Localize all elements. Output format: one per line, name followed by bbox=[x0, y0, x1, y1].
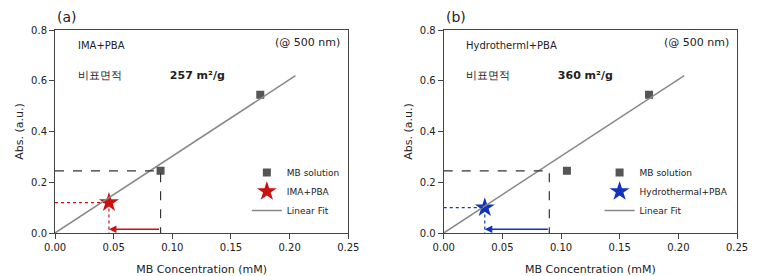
svg-text:0.15: 0.15 bbox=[609, 242, 631, 253]
svg-text:(a): (a) bbox=[57, 9, 77, 25]
svg-text:MB solution: MB solution bbox=[287, 168, 339, 178]
svg-text:(@ 500 nm): (@ 500 nm) bbox=[664, 36, 729, 49]
svg-text:0.2: 0.2 bbox=[420, 177, 436, 188]
svg-text:IMA+PBA: IMA+PBA bbox=[78, 40, 125, 51]
svg-text:0.00: 0.00 bbox=[44, 242, 66, 253]
svg-text:비표면적: 비표면적 bbox=[78, 69, 122, 82]
svg-text:0.0: 0.0 bbox=[420, 228, 436, 239]
svg-text:0.25: 0.25 bbox=[726, 242, 748, 253]
svg-text:Abs. (a.u.): Abs. (a.u.) bbox=[13, 103, 26, 160]
svg-text:0.4: 0.4 bbox=[420, 126, 436, 137]
svg-text:Hydrothermal+PBA: Hydrothermal+PBA bbox=[640, 187, 728, 197]
svg-text:0.20: 0.20 bbox=[278, 242, 300, 253]
svg-text:0.10: 0.10 bbox=[161, 242, 183, 253]
svg-text:Hydrotherml+PBA: Hydrotherml+PBA bbox=[466, 40, 557, 51]
svg-text:Abs. (a.u.): Abs. (a.u.) bbox=[402, 103, 415, 160]
svg-text:0.6: 0.6 bbox=[420, 75, 436, 86]
svg-text:0.10: 0.10 bbox=[550, 242, 572, 253]
svg-text:MB solution: MB solution bbox=[640, 168, 692, 178]
svg-text:IMA+PBA: IMA+PBA bbox=[287, 187, 330, 197]
svg-text:0.20: 0.20 bbox=[667, 242, 689, 253]
svg-text:MB Concentration (mM): MB Concentration (mM) bbox=[136, 263, 267, 276]
svg-text:0.4: 0.4 bbox=[31, 126, 47, 137]
svg-text:0.25: 0.25 bbox=[337, 242, 359, 253]
svg-text:0.8: 0.8 bbox=[31, 25, 47, 36]
svg-text:0.8: 0.8 bbox=[420, 25, 436, 36]
svg-text:Linear Fit: Linear Fit bbox=[287, 206, 329, 216]
svg-text:0.0: 0.0 bbox=[31, 228, 47, 239]
svg-text:360 m²/g: 360 m²/g bbox=[554, 69, 613, 82]
svg-text:(b): (b) bbox=[446, 9, 466, 25]
svg-text:0.05: 0.05 bbox=[103, 242, 125, 253]
svg-text:MB Concentration (mM): MB Concentration (mM) bbox=[525, 263, 656, 276]
svg-text:0.05: 0.05 bbox=[491, 242, 513, 253]
svg-text:0.6: 0.6 bbox=[31, 75, 47, 86]
svg-text:Linear Fit: Linear Fit bbox=[640, 206, 682, 216]
svg-text:0.2: 0.2 bbox=[31, 177, 47, 188]
svg-text:0.15: 0.15 bbox=[220, 242, 242, 253]
svg-text:비표면적: 비표면적 bbox=[466, 69, 510, 82]
svg-text:257 m²/g: 257 m²/g bbox=[166, 69, 225, 82]
svg-text:0.00: 0.00 bbox=[433, 242, 455, 253]
svg-text:(@ 500 nm): (@ 500 nm) bbox=[275, 36, 340, 49]
